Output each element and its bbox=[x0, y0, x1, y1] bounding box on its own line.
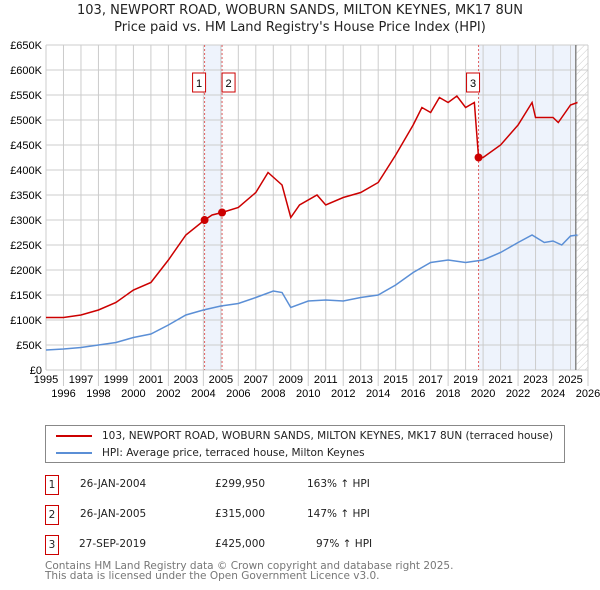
x-tick-label: 1999 bbox=[104, 374, 128, 386]
sale-point bbox=[474, 153, 483, 162]
sale-label-box bbox=[192, 72, 207, 93]
sale-point bbox=[200, 216, 209, 225]
plot-area: £0 £50K £100K £150K £200K £250K £300K £350K £400… bbox=[10, 40, 600, 400]
x-tick-label: 2015 bbox=[383, 374, 407, 386]
sale-hpi: 163% ↑ HPI bbox=[307, 478, 370, 490]
hpi-line bbox=[45, 234, 578, 351]
sale-marker: 2 bbox=[45, 505, 59, 525]
y-tick-label: £250K bbox=[10, 240, 42, 252]
sale-marker: 3 bbox=[45, 535, 59, 555]
x-tick-label: 2017 bbox=[418, 374, 442, 386]
sale-hpi: 97% ↑ HPI bbox=[316, 538, 373, 550]
sale-row: 2 26-JAN-2005 £315,000 147% ↑ HPI bbox=[45, 505, 445, 525]
sale-label: 3 bbox=[470, 78, 476, 90]
x-tick-label: 2008 bbox=[261, 388, 285, 400]
x-tick-label: 2020 bbox=[471, 388, 495, 400]
price-line bbox=[46, 94, 578, 319]
sale-price: £425,000 bbox=[215, 538, 266, 550]
x-tick-label: 2026 bbox=[576, 388, 600, 400]
x-tick-label: 2000 bbox=[121, 388, 145, 400]
x-tick-label: 2004 bbox=[191, 388, 215, 400]
x-tick-label: 2016 bbox=[401, 388, 425, 400]
x-tick-label: 2013 bbox=[348, 374, 372, 386]
sale-label: 1 bbox=[196, 78, 202, 90]
x-tick-label: 2014 bbox=[366, 388, 390, 400]
x-tick-label: 1998 bbox=[86, 388, 110, 400]
sale-price: £299,950 bbox=[215, 478, 266, 490]
sale-price: £315,000 bbox=[215, 508, 266, 520]
x-tick-label: 2021 bbox=[488, 374, 512, 386]
sale-marker: 1 bbox=[45, 475, 59, 495]
x-tick-label: 2002 bbox=[156, 388, 180, 400]
y-tick-label: £300K bbox=[10, 215, 42, 227]
sale-row: 3 27-SEP-2019 £425,000 97% ↑ HPI bbox=[45, 535, 445, 555]
x-tick-label: 2010 bbox=[296, 388, 320, 400]
legend-blue-line bbox=[56, 452, 92, 454]
x-tick-label: 2005 bbox=[209, 374, 233, 386]
y-tick-label: £650K bbox=[10, 40, 42, 52]
sale-label: 2 bbox=[226, 78, 232, 90]
y-tick-label: £200K bbox=[10, 265, 42, 277]
x-tick-label: 2006 bbox=[226, 388, 250, 400]
y-tick-label: £100K bbox=[10, 315, 42, 327]
chart-subtitle: Price paid vs. HM Land Registry's House … bbox=[114, 20, 486, 35]
shaded-period bbox=[478, 45, 576, 370]
y-tick-label: £500K bbox=[10, 115, 42, 127]
sale-date: 27-SEP-2019 bbox=[79, 538, 147, 550]
y-tick-label: £550K bbox=[10, 90, 42, 102]
sale-date: 26-JAN-2005 bbox=[80, 508, 147, 520]
sale-hpi: 147% ↑ HPI bbox=[307, 508, 370, 520]
forecast-hatch bbox=[575, 45, 588, 370]
shaded-period bbox=[204, 45, 223, 370]
y-tick-label: £350K bbox=[10, 190, 42, 202]
x-tick-label: 2007 bbox=[244, 374, 268, 386]
x-tick-label: 2022 bbox=[506, 388, 530, 400]
y-tick-label: £0 bbox=[30, 365, 42, 377]
sale-point bbox=[218, 208, 227, 217]
footer-copyright: Contains HM Land Registry data © Crown c… bbox=[45, 560, 454, 572]
x-tick-label: 1996 bbox=[51, 388, 75, 400]
x-tick-label: 1995 bbox=[34, 374, 58, 386]
y-tick-label: £450K bbox=[10, 140, 42, 152]
x-tick-label: 2011 bbox=[314, 374, 338, 386]
sale-date: 26-JAN-2004 bbox=[80, 478, 147, 490]
sale-label-box bbox=[466, 72, 481, 93]
sale-row: 1 26-JAN-2004 £299,950 163% ↑ HPI bbox=[45, 475, 445, 495]
legend: 103, NEWPORT ROAD, WOBURN SANDS, MILTON … bbox=[45, 425, 565, 463]
legend-red-line bbox=[56, 435, 92, 437]
legend-label-property: 103, NEWPORT ROAD, WOBURN SANDS, MILTON … bbox=[102, 430, 554, 442]
footer-licence: This data is licensed under the Open Gov… bbox=[45, 570, 380, 582]
x-tick-label: 1997 bbox=[69, 374, 93, 386]
x-tick-label: 2018 bbox=[436, 388, 460, 400]
y-tick-label: £150K bbox=[10, 290, 42, 302]
sale-label-box bbox=[221, 72, 236, 93]
y-tick-label: £600K bbox=[10, 65, 42, 77]
chart-title: 103, NEWPORT ROAD, WOBURN SANDS, MILTON … bbox=[77, 3, 523, 18]
y-tick-label: £400K bbox=[10, 165, 42, 177]
x-tick-label: 2012 bbox=[331, 388, 355, 400]
x-tick-label: 2023 bbox=[523, 374, 547, 386]
footer: Contains HM Land Registry data © Crown c… bbox=[45, 560, 454, 582]
y-tick-label: £50K bbox=[16, 340, 42, 352]
legend-label-hpi: HPI: Average price, terraced house, Milt… bbox=[102, 447, 365, 459]
x-tick-label: 2025 bbox=[558, 374, 582, 386]
x-tick-label: 2003 bbox=[174, 374, 198, 386]
x-tick-label: 2009 bbox=[279, 374, 303, 386]
x-tick-label: 2024 bbox=[541, 388, 565, 400]
x-tick-label: 2019 bbox=[453, 374, 477, 386]
x-tick-label: 2001 bbox=[139, 374, 163, 386]
